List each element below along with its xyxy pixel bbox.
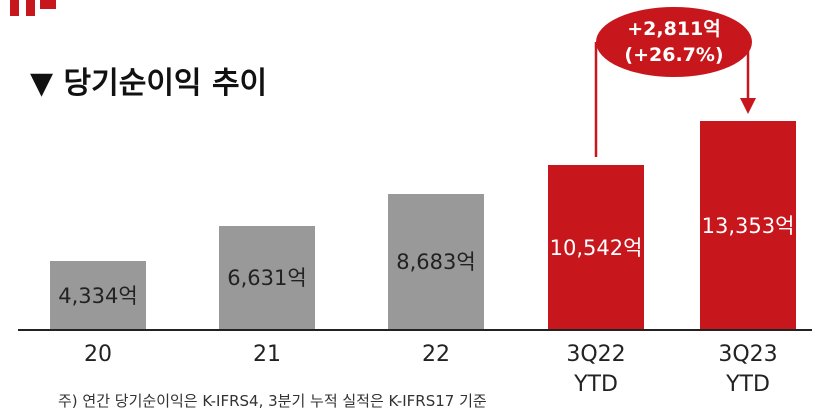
logo-part [10,0,19,16]
logo-part [40,0,56,9]
value-label: 13,353억 [701,214,795,238]
bar [700,121,796,329]
value-label: 4,334억 [58,284,138,309]
callout-bubble [596,7,752,77]
bar [219,225,315,329]
x-tick-label: 20 [84,342,112,367]
bar [50,261,146,329]
bar [548,164,644,329]
chart-title: ▼ 당기순이익 추이 [30,66,268,101]
arrow-head [740,98,756,114]
annotation: +2,811억 (+26.7%) [624,18,724,66]
value-label: 8,683억 [396,250,476,275]
value-label: 10,542억 [549,235,643,260]
bar [388,193,484,329]
x-tick-label: 22 [422,342,450,367]
logo-part [26,0,35,16]
x-tick-label: 3Q23 YTD [718,342,778,397]
x-tick-label: 21 [253,342,281,367]
x-tick-label: 3Q22 YTD [566,342,626,397]
footnote: 주) 연간 당기순이익은 K-IFRS4, 3분기 누적 실적은 K-IFRS1… [58,392,487,410]
value-label: 6,631억 [227,266,307,291]
